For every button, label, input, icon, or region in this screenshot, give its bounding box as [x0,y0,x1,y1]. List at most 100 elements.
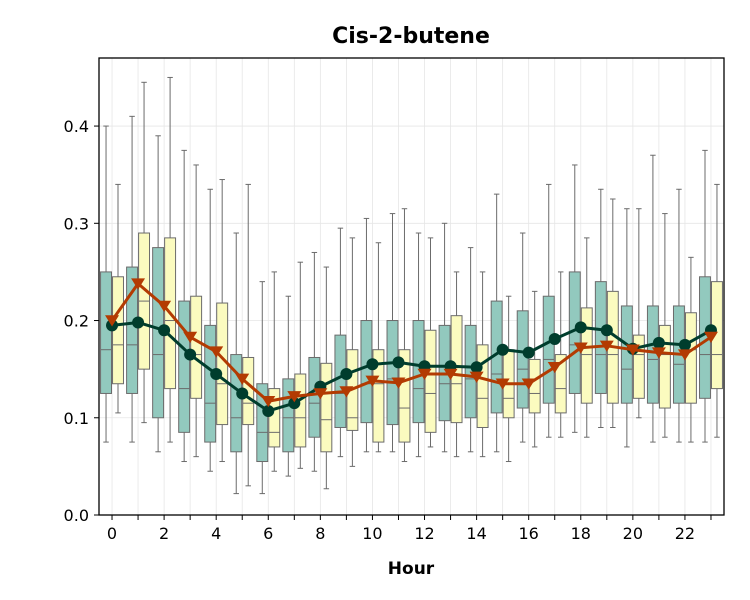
data-point [235,373,250,385]
box-plot [294,261,307,469]
data-point [574,321,587,334]
y-tick-label: 0.0 [64,506,89,525]
x-tick-label: 2 [159,524,169,543]
box-plots [100,76,723,495]
x-tick-label: 14 [466,524,486,543]
data-point [703,331,718,344]
data-point [209,346,224,358]
data-point [677,349,692,361]
box-body [372,349,385,443]
box-plot [386,213,399,453]
plot-frame [98,57,725,516]
box-plot [268,271,281,472]
data-point [391,377,406,389]
data-point [443,368,458,380]
y-tick-label: 0.2 [64,312,89,331]
box-plot [516,232,529,443]
x-tick-label: 6 [263,524,273,543]
data-point [547,361,562,374]
median-lines [105,278,718,417]
data-point [652,336,665,349]
x-tick-label: 0 [107,524,117,543]
box-plot [464,247,477,453]
box-body [476,344,489,428]
box-body [230,354,243,453]
box-body [334,334,347,428]
data-point [522,346,535,359]
box-plot [490,193,503,453]
x-tick-label: 10 [362,524,382,543]
y-tick-label: 0.3 [64,214,89,233]
box-plot [126,115,139,443]
box-body [684,312,697,404]
data-point [599,340,614,352]
box-body [282,378,295,453]
x-axis-ticks: 0 2 4 6 8 10 12 14 16 18 20 22 [107,515,712,543]
box-plot [438,222,451,453]
box-plot [632,208,645,419]
data-point [651,347,666,359]
x-axis-label: Hour [388,559,435,579]
data-point [366,358,379,371]
box-body [398,349,411,443]
box-body [100,271,112,394]
data-point [210,368,223,381]
box-plot [308,251,321,472]
x-tick-label: 22 [675,524,695,543]
data-point [261,395,276,408]
data-point [470,361,483,374]
data-point [262,404,275,417]
box-plot [528,290,541,448]
data-point [678,338,691,351]
data-point [392,356,405,369]
box-body [178,300,191,433]
box-plot [620,208,633,448]
box-body [594,281,607,394]
y-tick-label: 0.4 [64,117,89,136]
box-plot [542,183,555,438]
box-plot [658,213,671,438]
data-point [183,331,198,344]
x-tick-label: 18 [571,524,591,543]
box-body [620,305,633,404]
box-plot [554,271,567,438]
x-tick-label: 8 [315,524,325,543]
data-point [105,315,120,327]
x-tick-label: 4 [211,524,221,543]
data-point [131,278,146,290]
data-point [521,378,536,390]
box-plot [672,188,685,443]
box-plot [372,242,385,453]
box-plot [699,149,711,443]
data-point [236,387,249,400]
box-plot [476,271,489,458]
box-plot [178,149,191,463]
box-body [308,356,321,438]
box-body [516,310,529,409]
box-plot [346,237,359,467]
box-body [256,383,269,463]
data-point [132,316,145,329]
data-point [417,368,432,380]
box-plot [216,179,229,463]
data-point [340,368,353,381]
box-body [320,362,333,453]
box-plot [398,208,411,463]
data-point [184,348,197,361]
box-body [204,324,217,443]
box-body [126,266,139,394]
chart-title: Cis-2-butene [332,24,490,49]
data-point [158,324,171,337]
box-plot [256,281,269,495]
data-point [313,388,328,400]
data-point [600,324,613,337]
box-body [386,320,399,426]
grid-lines [99,58,724,516]
x-tick-label: 20 [623,524,643,543]
box-plot [190,164,203,458]
data-point [496,343,509,356]
box-body [542,295,555,404]
box-plot [282,295,295,477]
box-plot [594,188,607,428]
